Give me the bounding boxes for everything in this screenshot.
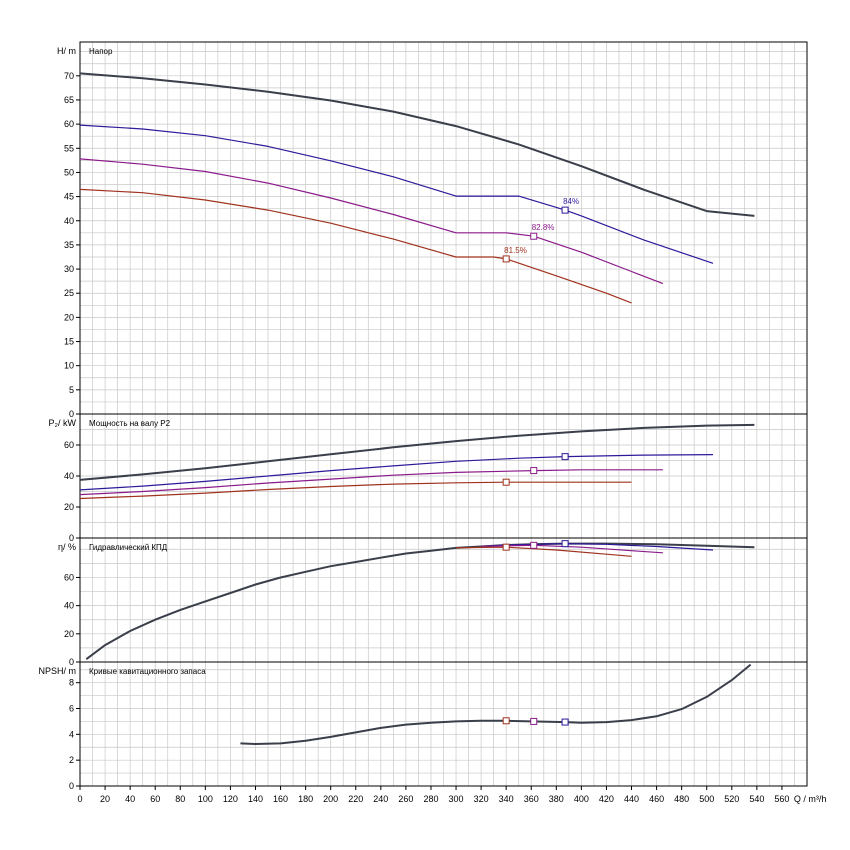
y-tick-label: 40 xyxy=(64,601,74,611)
operating-point-marker xyxy=(530,467,538,475)
series-line-power-2 xyxy=(79,469,663,496)
operating-point-marker xyxy=(561,540,569,548)
x-tick-label: 280 xyxy=(423,794,438,804)
y-tick-label: 5 xyxy=(69,385,74,395)
y-tick-label: 35 xyxy=(64,240,74,250)
y-tick-label: 20 xyxy=(64,629,74,639)
panel-frame xyxy=(79,661,808,787)
x-tick-label: 520 xyxy=(724,794,739,804)
x-tick-label: 320 xyxy=(474,794,489,804)
operating-point-marker xyxy=(530,541,538,549)
operating-point-marker xyxy=(530,232,538,240)
x-tick-label: 0 xyxy=(77,794,82,804)
x-axis-label: Q / m³/h xyxy=(794,794,827,804)
x-tick-label: 560 xyxy=(774,794,789,804)
y-tick-label: 0 xyxy=(69,781,74,791)
series-line-head-1 xyxy=(79,124,714,264)
x-tick-label: 380 xyxy=(549,794,564,804)
y-tick-label: 65 xyxy=(64,95,74,105)
y-tick-label: 0 xyxy=(69,657,74,667)
y-tick-label: 40 xyxy=(64,471,74,481)
x-tick-label: 20 xyxy=(100,794,110,804)
y-tick-label: 55 xyxy=(64,143,74,153)
y-tick-label: 15 xyxy=(64,337,74,347)
y-tick-label: 40 xyxy=(64,216,74,226)
panel-efficiency: 0 20 40 60 η/ % Гидравлический КПД xyxy=(58,537,808,667)
series-line-head-0 xyxy=(79,72,755,217)
x-tick-label: 300 xyxy=(449,794,464,804)
panel-title: Напор xyxy=(89,47,113,56)
x-tick-label: 240 xyxy=(373,794,388,804)
y-tick-label: 10 xyxy=(64,361,74,371)
panel-head: 0 5 10 15 20 25 30 35 40 45 50 55 60 65 70 H/ m Напор 84%… xyxy=(57,41,808,419)
x-tick-label: 440 xyxy=(624,794,639,804)
panel-title: Кривые кавитационного запаса xyxy=(89,667,206,676)
y-axis-label: H/ m xyxy=(57,46,76,56)
x-tick-label: 540 xyxy=(749,794,764,804)
series-line-power-1 xyxy=(79,454,714,491)
efficiency-annotation: 81.5% xyxy=(504,246,527,255)
y-tick-label: 25 xyxy=(64,288,74,298)
panel-npsh: 0 2 4 6 8 NPSH/ m Кривые кавитационного запаса xyxy=(38,661,808,791)
operating-point-marker xyxy=(502,478,510,486)
x-tick-label: 180 xyxy=(298,794,313,804)
panel-title: Мощность на валу P2 xyxy=(89,419,171,428)
series-line-efficiency-2 xyxy=(481,544,663,554)
y-axis-label: P₂/ kW xyxy=(49,418,77,428)
efficiency-annotation: 84% xyxy=(563,197,579,206)
operating-point-marker xyxy=(561,718,569,726)
y-tick-label: 45 xyxy=(64,192,74,202)
x-tick-label: 100 xyxy=(198,794,213,804)
operating-point-marker xyxy=(530,717,538,725)
y-tick-label: 60 xyxy=(64,440,74,450)
series-line-head-2 xyxy=(79,158,664,285)
y-tick-label: 2 xyxy=(69,755,74,765)
x-tick-label: 480 xyxy=(674,794,689,804)
x-axis: 0 20 40 60 80 100 120 140 160 180 200 220 240 260 280 3… xyxy=(77,786,826,804)
x-tick-label: 60 xyxy=(150,794,160,804)
x-tick-label: 500 xyxy=(699,794,714,804)
series-line-head-3 xyxy=(79,188,632,304)
series-line-power-3 xyxy=(79,481,632,500)
x-tick-label: 420 xyxy=(599,794,614,804)
y-tick-label: 60 xyxy=(64,119,74,129)
operating-point-marker xyxy=(561,206,569,214)
x-tick-label: 220 xyxy=(348,794,363,804)
y-tick-label: 70 xyxy=(64,71,74,81)
series-line-npsh-0 xyxy=(240,663,752,745)
x-tick-label: 40 xyxy=(125,794,135,804)
x-tick-label: 460 xyxy=(649,794,664,804)
x-tick-label: 260 xyxy=(398,794,413,804)
x-tick-label: 140 xyxy=(248,794,263,804)
operating-point-marker xyxy=(561,453,569,461)
y-tick-label: 4 xyxy=(69,729,74,739)
panel-title: Гидравлический КПД xyxy=(89,543,168,552)
operating-point-marker xyxy=(502,543,510,551)
series-line-efficiency-0 xyxy=(85,542,755,661)
x-tick-label: 80 xyxy=(175,794,185,804)
x-tick-label: 360 xyxy=(524,794,539,804)
y-tick-label: 30 xyxy=(64,264,74,274)
y-tick-label: 0 xyxy=(69,409,74,419)
x-tick-label: 200 xyxy=(323,794,338,804)
y-axis-label: η/ % xyxy=(58,542,76,552)
x-tick-label: 120 xyxy=(223,794,238,804)
efficiency-annotation: 82.8% xyxy=(532,223,555,232)
y-tick-label: 50 xyxy=(64,167,74,177)
panel-power: 0 20 40 60 P₂/ kW Мощность на валу P2 xyxy=(49,413,808,543)
x-tick-label: 340 xyxy=(499,794,514,804)
y-tick-label: 8 xyxy=(69,678,74,688)
series-line-power-0 xyxy=(79,423,755,481)
y-tick-label: 6 xyxy=(69,704,74,714)
x-tick-label: 160 xyxy=(273,794,288,804)
y-tick-label: 20 xyxy=(64,502,74,512)
y-tick-label: 20 xyxy=(64,312,74,322)
y-tick-label: 0 xyxy=(69,533,74,543)
y-tick-label: 60 xyxy=(64,572,74,582)
operating-point-marker xyxy=(502,717,510,725)
operating-point-marker xyxy=(502,255,510,263)
x-tick-label: 400 xyxy=(574,794,589,804)
y-axis-label: NPSH/ m xyxy=(38,666,76,676)
